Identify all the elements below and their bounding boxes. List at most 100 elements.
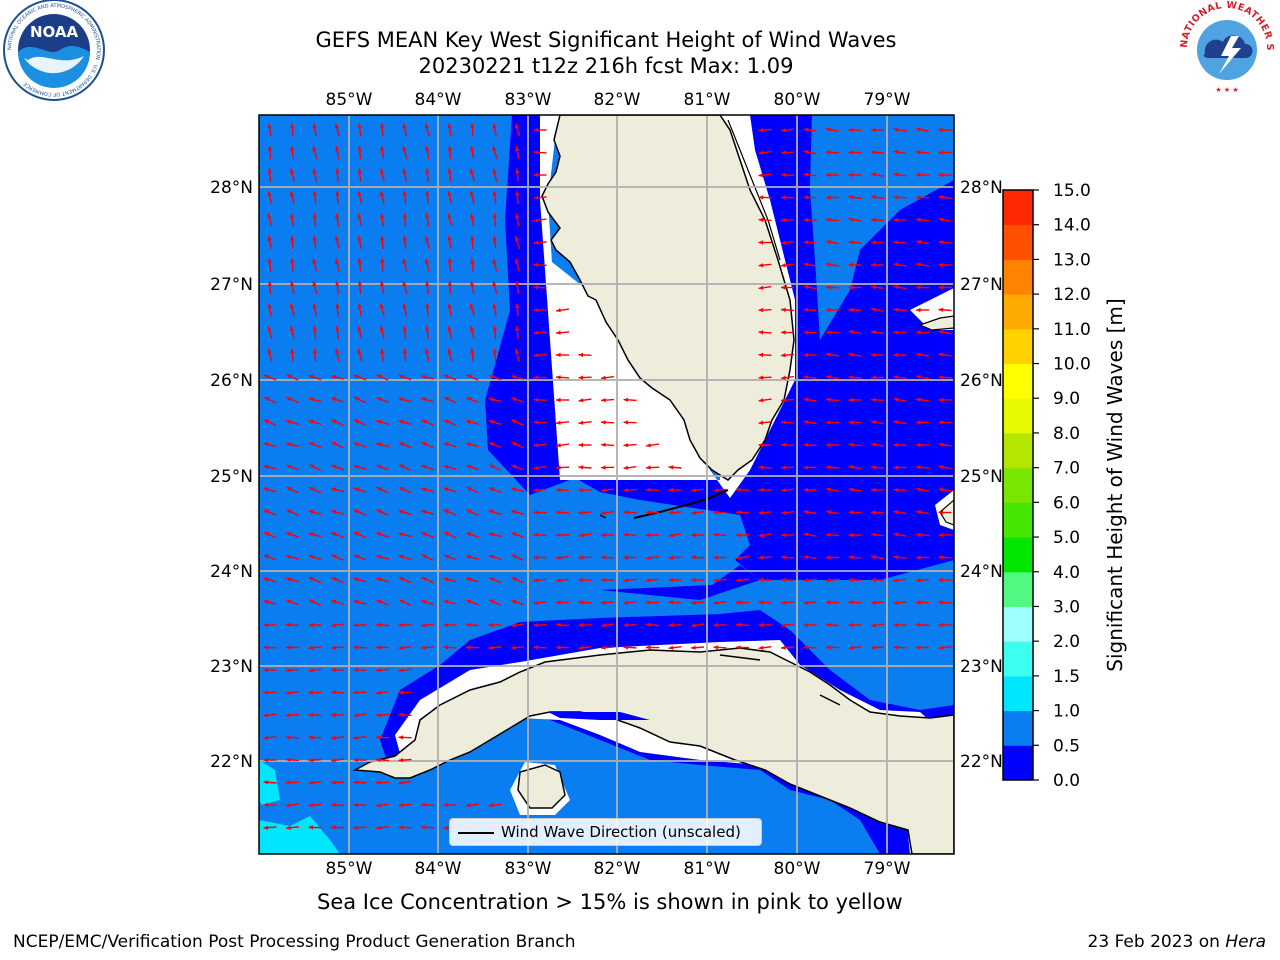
wind-arrow-head: [376, 825, 381, 830]
wind-arrow-head: [308, 554, 314, 559]
wind-arrow-head: [578, 577, 584, 583]
wind-arrow-head: [353, 645, 359, 650]
wind-arrow-head: [425, 326, 430, 331]
wind-arrow-head: [938, 510, 944, 515]
wind-arrow-head: [556, 555, 561, 560]
wind-arrow-head: [916, 285, 921, 290]
wind-arrow-head: [380, 213, 385, 219]
wind-arrow-head: [263, 577, 269, 582]
wind-arrow-head: [334, 348, 340, 354]
wind-arrow-head: [353, 442, 359, 447]
wind-arrow-head: [398, 735, 404, 740]
wind-arrow-head: [425, 281, 430, 286]
wind-arrow-head: [736, 532, 741, 538]
wind-arrow-head: [848, 532, 853, 538]
wind-arrow-head: [425, 191, 430, 196]
wind-arrow-head: [312, 191, 317, 196]
wind-arrow-head: [781, 398, 786, 403]
land-florida: [541, 115, 795, 481]
wind-arrow-head: [916, 150, 921, 155]
wind-arrow-head: [848, 172, 854, 178]
wind-arrow-head: [893, 600, 899, 605]
wind-arrow-head: [916, 420, 921, 425]
wind-arrow-head: [376, 442, 382, 447]
colorbar-segment: [1003, 537, 1033, 573]
wind-arrow-head: [309, 464, 315, 469]
wind-arrow-head: [264, 554, 269, 559]
wind-arrow-head: [556, 443, 561, 448]
wind-arrow-head: [290, 281, 295, 286]
wind-arrow-head: [556, 420, 561, 425]
wind-arrow-head: [308, 668, 314, 673]
wind-arrow-head: [399, 442, 404, 447]
wind-arrow-head: [758, 217, 764, 222]
colorbar-segment: [1003, 363, 1033, 399]
wind-arrow-head: [871, 150, 876, 155]
lon-tick-label: 82°W: [594, 859, 641, 879]
wind-arrow-head: [871, 352, 876, 358]
wind-arrow-head: [758, 487, 763, 493]
wind-arrow-head: [331, 464, 337, 469]
wind-arrow-head: [335, 281, 340, 286]
wind-arrow-head: [515, 146, 520, 151]
wind-arrow-head: [781, 623, 786, 628]
wind-arrow-head: [916, 240, 921, 245]
wind-arrow-head: [353, 577, 359, 582]
wind-arrow-head: [578, 645, 584, 650]
wind-arrow-head: [916, 465, 921, 470]
wind-arrow-head: [308, 532, 314, 537]
wind-arrow-head: [803, 285, 809, 290]
colorbar-tick-label: 5.0: [1053, 528, 1080, 548]
wind-arrow-head: [848, 510, 854, 515]
wind-arrow-head: [826, 420, 831, 425]
wind-arrow-head: [533, 127, 538, 133]
wind-arrow-head: [803, 622, 809, 628]
wind-arrow-head: [264, 532, 270, 537]
wind-arrow-head: [623, 443, 629, 448]
wind-arrow-head: [353, 374, 359, 379]
wind-arrow-head: [826, 487, 831, 492]
wind-arrow-head: [803, 397, 809, 402]
wind-arrow-head: [578, 465, 584, 470]
wind-arrow-head: [488, 554, 494, 559]
colorbar-tick-label: 1.5: [1053, 667, 1080, 687]
colorbar-tick-label: 0.0: [1053, 771, 1080, 791]
wind-arrow-head: [826, 532, 831, 537]
wind-arrow-head: [263, 622, 269, 628]
wind-arrow-head: [354, 509, 359, 514]
wind-arrow-head: [267, 303, 272, 309]
wind-arrow-head: [357, 281, 362, 286]
wind-arrow-head: [379, 168, 385, 174]
wind-arrow-head: [623, 645, 629, 650]
wind-arrow-head: [601, 465, 606, 470]
wind-arrow-head: [312, 236, 317, 241]
wind-arrow-head: [691, 555, 696, 560]
wind-arrow-head: [916, 330, 921, 335]
wind-arrow-head: [376, 735, 381, 740]
wind-arrow-head: [871, 240, 876, 245]
wind-arrow-head: [781, 555, 786, 560]
colorbar-ticks: 0.0 0.5 1.0 1.5 2.0 3.0 4.0 5.0 6.0 7.0 8.0 9.0 10.0…: [1033, 181, 1091, 791]
wind-arrow-head: [916, 307, 921, 313]
wind-arrow-head: [758, 555, 764, 560]
lat-labels-right: 28°N 27°N 26°N 25°N 24°N 23°N 22°N: [960, 178, 1003, 772]
wind-arrow-head: [938, 127, 944, 133]
wind-arrow-head: [691, 645, 696, 650]
wind-arrow-head: [443, 442, 449, 447]
wind-arrow-head: [402, 213, 407, 219]
wind-arrow-head: [871, 420, 876, 425]
lon-tick-label: 84°W: [415, 90, 462, 110]
lon-labels-top: 85°W 84°W 83°W 82°W 81°W 80°W 79°W: [326, 90, 911, 110]
wind-arrow-head: [556, 308, 561, 313]
wind-arrow-head: [353, 622, 359, 628]
wind-arrow-head: [421, 532, 427, 537]
wind-arrow-head: [781, 420, 786, 425]
wind-arrow-head: [289, 326, 295, 332]
wind-arrow-head: [379, 326, 385, 332]
wind-arrow-head: [623, 397, 629, 402]
colorbar-tick-label: 11.0: [1053, 320, 1091, 340]
wind-arrow-head: [803, 127, 809, 132]
wind-arrow-head: [758, 420, 764, 425]
wind-arrow-head: [938, 375, 944, 380]
wind-arrow-head: [758, 375, 764, 380]
